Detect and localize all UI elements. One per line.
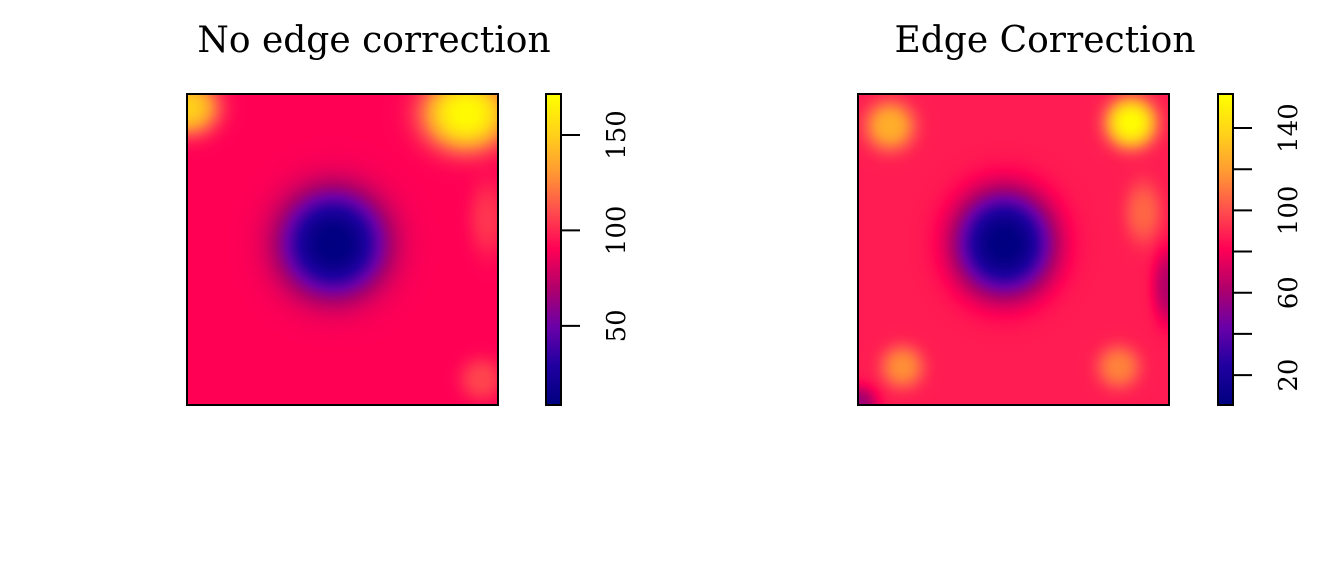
panel-title-left: No edge correction <box>197 20 551 61</box>
colorbar-ticks-left: 50 100 150 <box>562 110 632 342</box>
colorbar-tick-label: 20 <box>1274 359 1304 392</box>
colorbar-tick-label: 150 <box>602 110 632 160</box>
colorbar-ticks-right: 20 60 100 140 <box>1234 103 1304 392</box>
heatmap-left <box>186 93 499 406</box>
colorbar-tick-label: 50 <box>602 309 632 342</box>
colorbar-right <box>1217 93 1234 406</box>
heatmap-canvas-right <box>859 95 1168 404</box>
heatmap-canvas-left <box>188 95 497 404</box>
colorbar-tick-label: 140 <box>1274 103 1304 153</box>
colorbar-tick-label: 100 <box>1274 186 1304 236</box>
colorbar-tick-label: 60 <box>1274 276 1304 309</box>
colorbar-left <box>545 93 562 406</box>
panel-title-right: Edge Correction <box>894 20 1196 61</box>
colorbar-tick-label: 100 <box>602 206 632 256</box>
heatmap-right <box>857 93 1170 406</box>
